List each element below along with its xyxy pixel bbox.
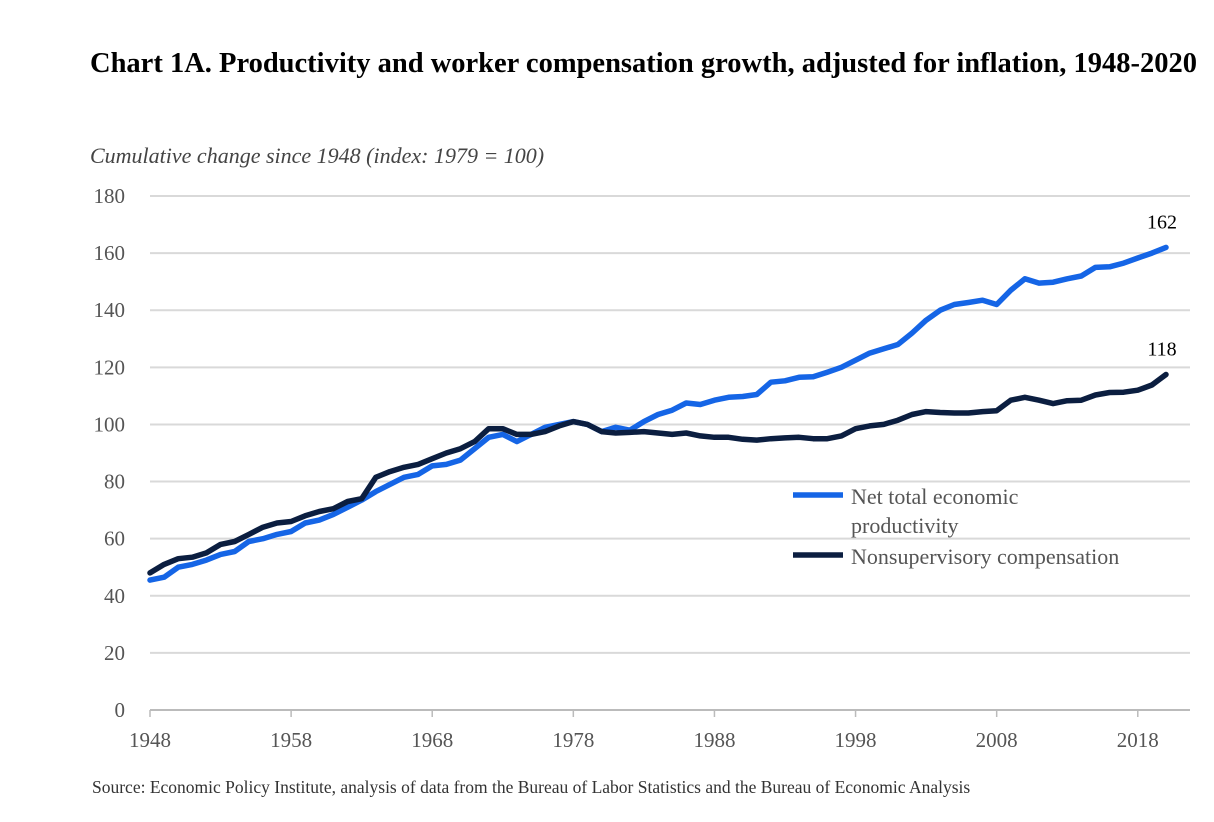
- y-tick-label: 0: [115, 698, 126, 722]
- x-tick-label: 1958: [270, 728, 312, 752]
- x-tick-label: 1988: [693, 728, 735, 752]
- x-tick-label: 1948: [129, 728, 171, 752]
- y-tick-label: 40: [104, 584, 125, 608]
- legend-label-compensation: Nonsupervisory compensation: [851, 544, 1119, 569]
- gridlines: [150, 195, 1190, 711]
- y-tick-label: 140: [94, 298, 126, 322]
- end-data-label: 162: [1147, 211, 1177, 233]
- x-axis-ticks: 1948 1958 1968 1978 1988 1998 2008 2018: [129, 710, 1159, 752]
- series-lines: [147, 244, 1169, 583]
- y-tick-label: 120: [94, 355, 126, 379]
- end-labels: 162 118: [1147, 211, 1177, 360]
- x-tick-label: 1968: [411, 728, 453, 752]
- y-tick-label: 20: [104, 641, 125, 665]
- y-tick-label: 180: [94, 184, 126, 208]
- y-tick-label: 60: [104, 527, 125, 551]
- y-axis-ticks: 0 20 40 60 80 100 120 140 160 180: [94, 184, 126, 722]
- x-tick-label: 2008: [976, 728, 1018, 752]
- legend: Net total economic productivity Nonsupervi…: [793, 484, 1119, 569]
- y-tick-label: 160: [94, 241, 126, 265]
- y-tick-label: 80: [104, 470, 125, 494]
- series-line-compensation: [147, 371, 1169, 576]
- source-note: Source: Economic Policy Institute, analy…: [92, 777, 971, 797]
- x-tick-label: 1998: [835, 728, 877, 752]
- y-tick-label: 100: [94, 412, 126, 436]
- chart-subtitle: Cumulative change since 1948 (index: 197…: [90, 143, 545, 168]
- chart-title: Chart 1A. Productivity and worker compen…: [90, 48, 1198, 79]
- end-data-label: 118: [1147, 338, 1176, 360]
- x-tick-label: 1978: [552, 728, 594, 752]
- series-line-productivity: [147, 244, 1169, 583]
- legend-label-productivity: Net total economic productivity: [851, 484, 1019, 538]
- x-tick-label: 2018: [1117, 728, 1159, 752]
